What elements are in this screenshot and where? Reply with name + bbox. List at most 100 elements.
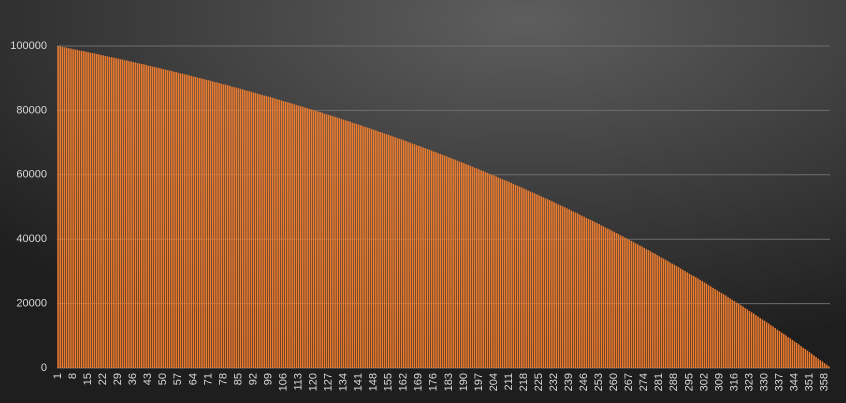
bar [632, 242, 635, 368]
bar [70, 48, 72, 369]
y-tick-label: 40000 [16, 233, 47, 245]
bar [424, 148, 427, 368]
x-tick-label: 99 [262, 373, 274, 385]
bar [153, 66, 156, 369]
bar [576, 213, 579, 368]
bar [441, 154, 444, 368]
bar [622, 236, 624, 368]
x-tick-label: 239 [563, 373, 575, 391]
x-tick-label: 218 [518, 373, 530, 391]
bar [671, 263, 673, 368]
bar [334, 116, 336, 368]
bar [179, 73, 182, 369]
bar [379, 131, 381, 368]
bar [132, 62, 134, 368]
bar [138, 63, 141, 368]
bar [422, 147, 424, 368]
x-tick-label: 309 [713, 373, 725, 391]
bar [673, 264, 676, 368]
bar [463, 163, 465, 368]
bar [113, 57, 115, 368]
bar [707, 285, 710, 368]
bar [158, 67, 160, 368]
bar [345, 120, 347, 368]
bar [791, 339, 794, 368]
bar [418, 145, 420, 368]
bar [403, 140, 405, 368]
x-tick-label: 92 [247, 373, 259, 385]
bar [523, 188, 525, 368]
bar [669, 262, 671, 368]
bar [813, 355, 815, 368]
bar [289, 102, 291, 368]
bar [267, 96, 270, 368]
bar [211, 81, 214, 369]
bar [469, 165, 472, 368]
bar [370, 129, 373, 368]
bar [828, 366, 830, 368]
bar [546, 199, 549, 368]
bar [128, 61, 130, 368]
x-tick-label: 351 [804, 373, 816, 391]
bar [690, 274, 693, 368]
bar [488, 173, 491, 368]
bar [435, 152, 437, 368]
bar [800, 346, 802, 368]
bar [104, 55, 107, 369]
bar [308, 108, 311, 368]
bar [224, 84, 227, 368]
bar [684, 271, 686, 368]
bar [731, 299, 734, 368]
bar [570, 210, 573, 368]
bar [252, 92, 255, 369]
bar [347, 121, 349, 368]
bar [600, 225, 603, 368]
x-tick-label: 15 [82, 373, 94, 385]
bar [572, 211, 575, 368]
bar [506, 180, 508, 368]
bar [256, 93, 259, 368]
x-tick-label: 64 [187, 373, 199, 385]
bar [437, 153, 439, 368]
bar [473, 167, 476, 368]
bar [667, 261, 669, 368]
bar [383, 133, 386, 368]
bar [679, 268, 682, 368]
bar [244, 90, 246, 368]
bar [624, 237, 626, 368]
x-tick-label: 211 [503, 373, 515, 391]
bar [768, 323, 770, 368]
bar [658, 256, 661, 368]
bar [426, 149, 429, 368]
bar [710, 286, 712, 368]
bar [705, 283, 708, 368]
bar [85, 51, 87, 369]
bar [787, 337, 789, 368]
bar [450, 158, 452, 368]
bar [430, 150, 433, 368]
bar [241, 89, 244, 368]
bar [808, 352, 811, 368]
bar [392, 136, 394, 368]
x-tick-label: 120 [307, 373, 319, 391]
bar [536, 194, 538, 368]
bar [377, 131, 379, 368]
bar [478, 169, 480, 368]
bar [725, 295, 727, 368]
x-tick-label: 36 [127, 373, 139, 385]
bar [134, 62, 137, 369]
bar [207, 80, 210, 368]
bar [168, 70, 171, 369]
x-tick-label: 330 [758, 373, 770, 391]
bar [205, 79, 208, 368]
bar [83, 51, 85, 368]
x-tick-label: 57 [172, 373, 184, 385]
bar [499, 178, 502, 368]
bar [699, 279, 701, 368]
bar [332, 116, 334, 368]
bar [662, 258, 665, 368]
bar [712, 287, 714, 368]
bar [686, 272, 688, 368]
bar [226, 85, 229, 368]
